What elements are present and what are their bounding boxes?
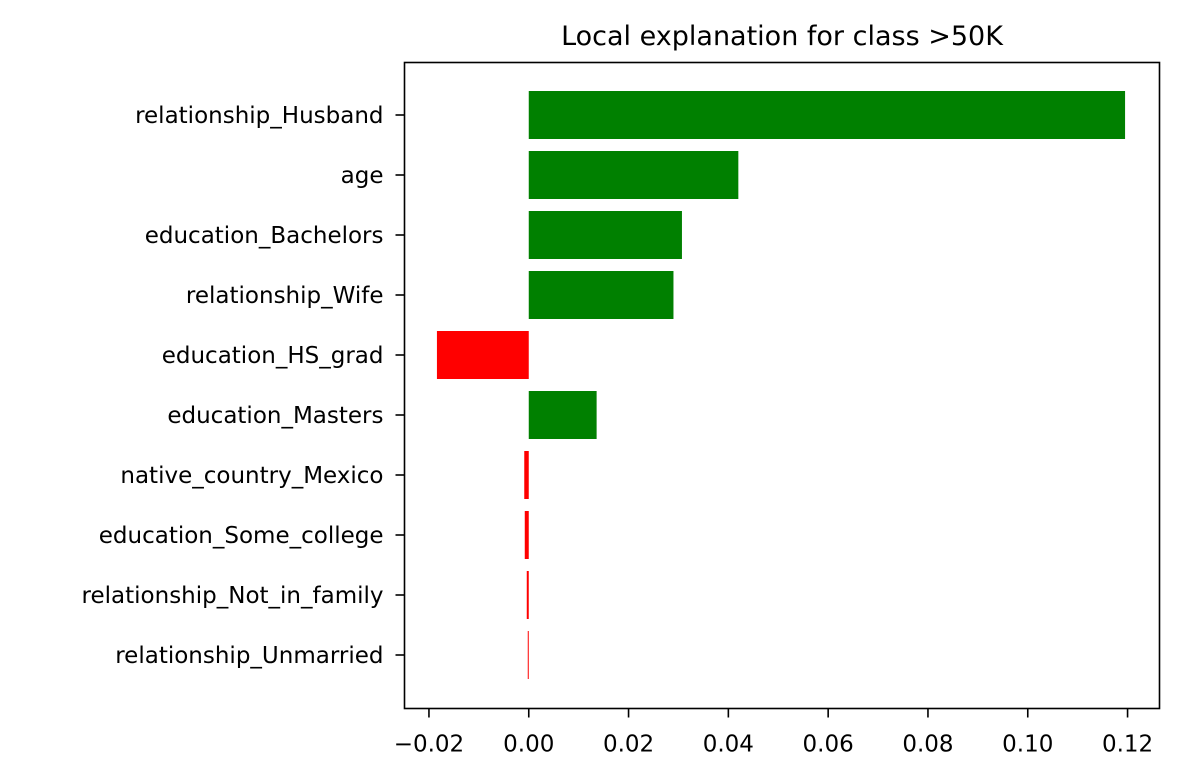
- y-tick-label: relationship_Husband: [135, 103, 383, 129]
- bar-relationship-unmarried: [527, 631, 529, 679]
- x-axis: −0.02 0.00 0.02 0.04 0.06 0.08 0.10 0.12: [394, 708, 1153, 758]
- y-tick-label: age: [341, 163, 384, 189]
- x-tick-label: 0.12: [1102, 732, 1153, 758]
- x-tick-label: 0.10: [1002, 732, 1053, 758]
- plot-area-frame: [403, 61, 1161, 710]
- y-tick-label: education_Bachelors: [145, 223, 384, 249]
- x-tick-label: −0.02: [394, 732, 464, 758]
- bar-education-masters: [528, 391, 597, 439]
- x-tick-label: 0.02: [603, 732, 654, 758]
- x-tick-label: 0.04: [703, 732, 754, 758]
- x-tick-label: 0.08: [902, 732, 953, 758]
- y-tick-label: education_Masters: [167, 403, 383, 429]
- y-tick-label: relationship_Not_in_family: [82, 583, 384, 609]
- bar-education-hs-grad: [436, 331, 529, 379]
- bar-education-some-college: [524, 511, 529, 559]
- bars-layer: [436, 91, 1126, 679]
- x-tick-label: 0.00: [503, 732, 554, 758]
- bar-native-country-mexico: [524, 451, 529, 499]
- y-tick-label: relationship_Unmarried: [115, 643, 383, 669]
- bar-education-bachelors: [528, 211, 682, 259]
- bar-relationship-not-in-family: [526, 571, 529, 619]
- bar-relationship-wife: [528, 271, 674, 319]
- y-tick-label: native_country_Mexico: [120, 463, 383, 489]
- bar-relationship-husband: [528, 91, 1126, 139]
- y-tick-label: relationship_Wife: [186, 283, 384, 309]
- y-tick-label: education_HS_grad: [162, 343, 384, 369]
- chart-title: Local explanation for class >50K: [561, 21, 1004, 52]
- x-tick-label: 0.06: [803, 732, 854, 758]
- bar-age: [528, 151, 739, 199]
- y-tick-label: education_Some_college: [99, 523, 384, 549]
